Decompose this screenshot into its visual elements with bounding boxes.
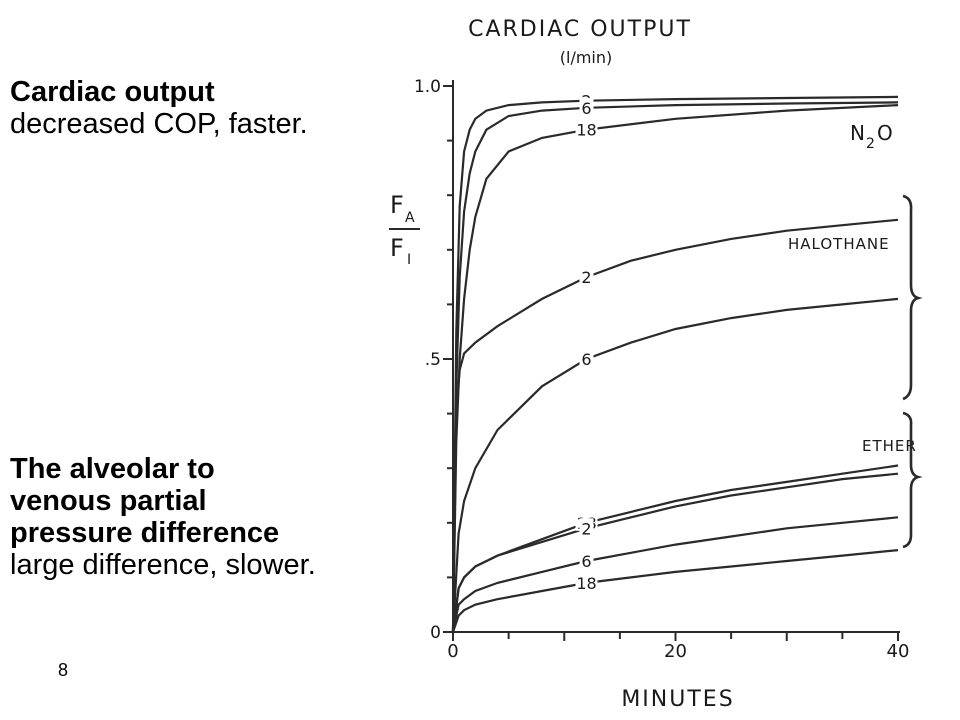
y-label-f-bottom: F: [390, 234, 404, 262]
halothane-bracket: [902, 194, 923, 401]
x-tick-label: 0: [447, 641, 458, 662]
series-line: [451, 218, 899, 633]
y-label-f-top: F: [390, 191, 404, 219]
series-line: [451, 516, 899, 633]
x-tick-label: 40: [887, 641, 910, 662]
series-label: 6: [581, 99, 591, 118]
cardiac-output-text: Cardiac output decreased COP, faster.: [10, 76, 390, 140]
series-label: 6: [581, 552, 591, 571]
y-tick-label: 0: [430, 623, 441, 643]
series-line: [451, 95, 899, 633]
series-label: 18: [576, 574, 596, 593]
series-label: 2: [581, 268, 591, 287]
series-line: [451, 549, 899, 633]
series-label: 18: [576, 121, 596, 140]
ether-group-label: ETHER: [862, 437, 917, 455]
n2o-label-o: O: [877, 121, 893, 145]
n2o-label-n: N: [850, 121, 865, 145]
series-line: [451, 472, 899, 633]
series-line: [451, 297, 899, 633]
series-label: 2: [581, 519, 591, 538]
halothane-group-label: HALOTHANE: [788, 235, 890, 253]
series-label-bg: [575, 119, 598, 138]
partial-pressure-heading-line-1: The alveolar to: [10, 453, 215, 485]
ether-bracket: [902, 411, 923, 549]
series-label-bg: [579, 97, 594, 116]
series-label-bg: [579, 267, 594, 286]
x-axis-label: MINUTES: [621, 687, 734, 712]
series-label: 6: [581, 350, 591, 369]
series-label-bg: [579, 551, 594, 570]
y-tick-label: .5: [425, 350, 441, 370]
cardiac-output-note: decreased COP, faster.: [10, 108, 308, 140]
y-tick-label: 1.0: [414, 77, 441, 97]
chart-series-labels: 261826182618: [575, 90, 598, 593]
chart-title: CARDIAC OUTPUT: [468, 17, 692, 42]
chart-curves: [451, 95, 899, 633]
series-label-bg: [579, 518, 594, 537]
y-axis-label: F A F I: [389, 191, 420, 268]
series-label-bg: [575, 572, 598, 591]
series-line: [451, 101, 899, 633]
chart-subtitle: (l/min): [560, 48, 613, 67]
partial-pressure-heading-line-3: pressure difference: [10, 517, 280, 549]
partial-pressure-text: The alveolar to venous partial pressure …: [10, 453, 410, 581]
y-label-sub-i: I: [407, 252, 411, 268]
partial-pressure-heading-line-2: venous partial: [10, 485, 207, 517]
series-label-bg: [579, 349, 594, 367]
n2o-label-sub-2: 2: [866, 136, 875, 152]
series-line: [451, 104, 899, 633]
cardiac-output-heading: Cardiac output: [10, 76, 215, 108]
partial-pressure-note: large difference, slower.: [10, 549, 316, 581]
x-tick-label: 20: [664, 641, 687, 662]
page-number: 8: [58, 660, 69, 680]
y-label-sub-a: A: [405, 210, 415, 226]
n2o-group-label: N 2 O: [850, 121, 893, 152]
